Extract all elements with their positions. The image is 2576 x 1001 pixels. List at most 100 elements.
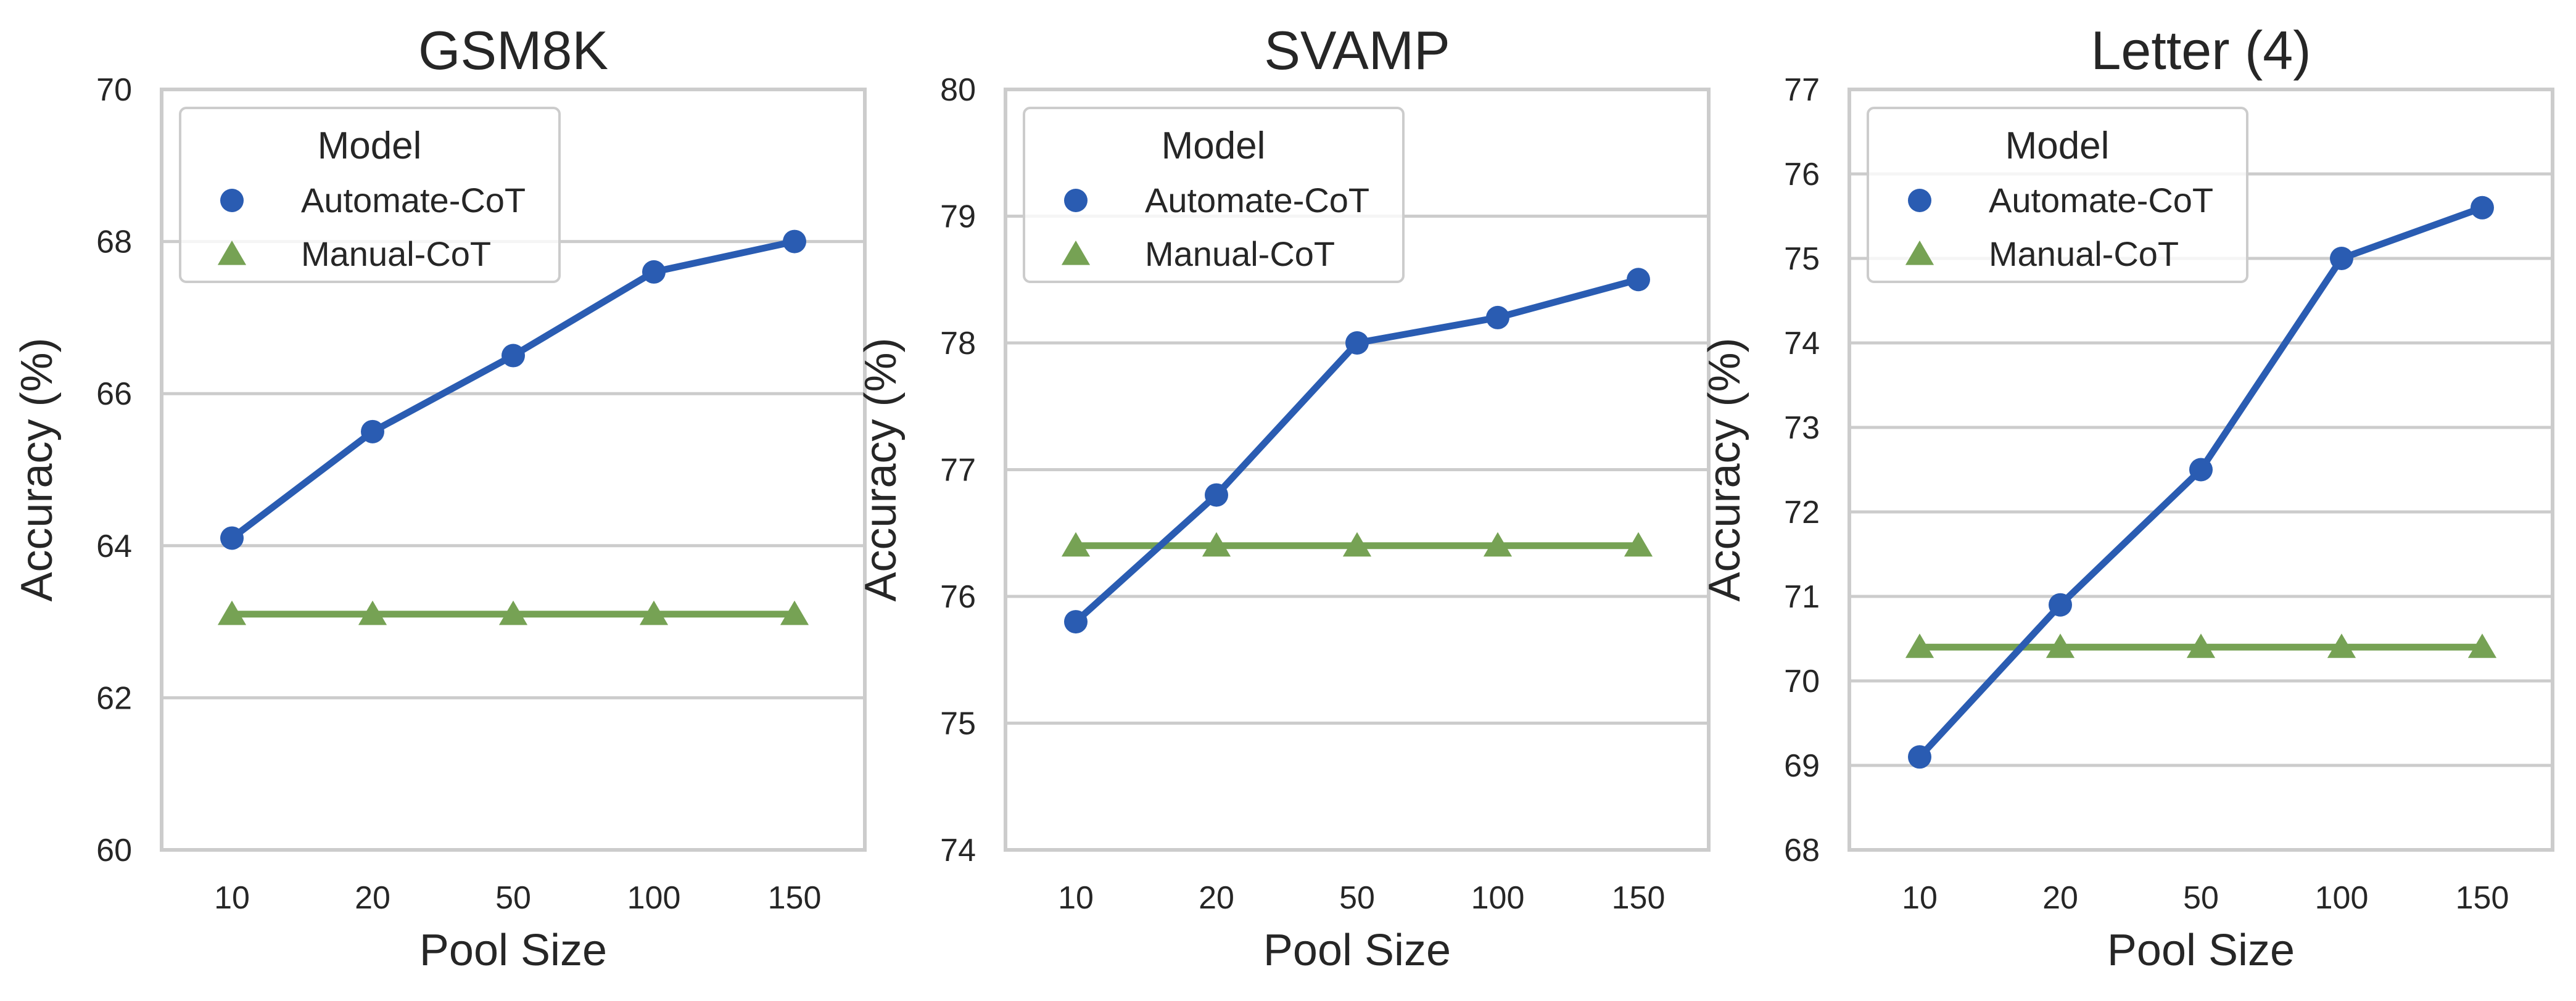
data-point-automate-cot bbox=[642, 260, 666, 284]
legend-label: Manual-CoT bbox=[1145, 234, 1335, 273]
series-line-automate-cot bbox=[1916, 204, 2486, 760]
data-point-manual-cot bbox=[780, 600, 809, 625]
legend-label: Automate-CoT bbox=[301, 181, 526, 220]
legend: Model Automate-CoT Manual-CoT bbox=[1867, 107, 2248, 283]
data-point-automate-cot bbox=[783, 229, 806, 253]
data-point-manual-cot bbox=[639, 600, 669, 625]
x-tick-label: 50 bbox=[2183, 880, 2219, 916]
y-tick-label: 72 bbox=[1784, 495, 1820, 530]
x-tick-label: 20 bbox=[1199, 880, 1234, 916]
data-point-manual-cot bbox=[1342, 532, 1372, 557]
x-tick-label: 150 bbox=[768, 880, 822, 916]
x-tick-label: 10 bbox=[214, 880, 250, 916]
data-point-manual-cot bbox=[1905, 633, 1934, 658]
chart-panel-3: 68 69 70 71 72 73 74 75 76 77 10 20 50 100 150 Letter (… bbox=[1700, 20, 2554, 975]
data-point-manual-cot bbox=[1483, 532, 1513, 557]
data-point-manual-cot bbox=[1061, 532, 1091, 557]
x-tick-label: 10 bbox=[1058, 880, 1094, 916]
legend-title: Model bbox=[2005, 125, 2110, 167]
y-tick-label: 78 bbox=[940, 326, 976, 361]
y-tick-label: 60 bbox=[96, 833, 132, 868]
series-line-automate-cot bbox=[228, 238, 798, 542]
data-point-manual-cot bbox=[1624, 532, 1653, 557]
data-point-automate-cot bbox=[361, 419, 384, 443]
data-point-automate-cot bbox=[1908, 745, 1931, 769]
y-tick-label: 70 bbox=[1784, 664, 1820, 699]
y-tick-label: 77 bbox=[1784, 72, 1820, 108]
y-tick-label: 74 bbox=[940, 833, 976, 868]
legend-label: Automate-CoT bbox=[1145, 181, 1369, 220]
y-tick-label: 76 bbox=[940, 579, 976, 615]
legend-title: Model bbox=[1162, 125, 1266, 167]
legend-marker-automate-cot bbox=[1908, 189, 1931, 212]
chart-panel-1: 60 62 64 66 68 70 10 20 50 100 150 GSM8K Pool Size Ac… bbox=[12, 20, 867, 975]
y-tick-label: 73 bbox=[1784, 410, 1820, 446]
data-point-automate-cot bbox=[2330, 247, 2353, 270]
legend-label: Manual-CoT bbox=[301, 234, 491, 273]
x-axis-label: Pool Size bbox=[2107, 926, 2295, 975]
data-point-automate-cot bbox=[1064, 610, 1088, 634]
y-axis-label: Accuracy (%) bbox=[1700, 337, 1749, 601]
y-tick-label: 64 bbox=[96, 529, 132, 564]
data-point-manual-cot bbox=[2186, 633, 2216, 658]
plot-frame bbox=[1847, 88, 2554, 852]
data-point-manual-cot bbox=[358, 600, 387, 625]
data-point-automate-cot bbox=[1486, 305, 1509, 329]
legend-box bbox=[1867, 107, 2248, 283]
chart-title: SVAMP bbox=[1264, 20, 1450, 81]
y-tick-label: 79 bbox=[940, 199, 976, 235]
x-tick-label: 100 bbox=[2315, 880, 2369, 916]
y-tick-label: 76 bbox=[1784, 157, 1820, 192]
data-point-automate-cot bbox=[2471, 196, 2494, 220]
data-point-manual-cot bbox=[1202, 532, 1231, 557]
plot-frame bbox=[160, 88, 867, 852]
x-axis-label: Pool Size bbox=[419, 926, 607, 975]
legend-title: Model bbox=[318, 125, 422, 167]
x-tick-label: 100 bbox=[627, 880, 681, 916]
y-tick-label: 69 bbox=[1784, 748, 1820, 784]
y-tick-label: 66 bbox=[96, 376, 132, 412]
data-point-manual-cot bbox=[2327, 633, 2356, 658]
legend-box bbox=[179, 107, 561, 283]
x-tick-label: 50 bbox=[1339, 880, 1375, 916]
y-tick-label: 75 bbox=[940, 706, 976, 742]
legend-marker-automate-cot bbox=[1064, 189, 1088, 212]
x-tick-label: 10 bbox=[1902, 880, 1938, 916]
x-tick-label: 150 bbox=[2456, 880, 2509, 916]
data-point-manual-cot bbox=[2467, 633, 2497, 658]
x-tick-label: 150 bbox=[1612, 880, 1666, 916]
legend: Model Automate-CoT Manual-CoT bbox=[1023, 107, 1405, 283]
y-tick-label: 75 bbox=[1784, 241, 1820, 277]
legend-marker-manual-cot bbox=[1061, 241, 1091, 265]
legend-box bbox=[1023, 107, 1405, 283]
data-point-automate-cot bbox=[220, 526, 244, 550]
series-line-automate-cot bbox=[1072, 276, 1642, 625]
y-tick-label: 80 bbox=[940, 72, 976, 108]
data-point-manual-cot bbox=[217, 600, 247, 625]
data-point-automate-cot bbox=[1205, 483, 1228, 507]
y-tick-label: 74 bbox=[1784, 326, 1820, 361]
data-point-manual-cot bbox=[498, 600, 528, 625]
x-axis-label: Pool Size bbox=[1263, 926, 1451, 975]
x-tick-label: 50 bbox=[495, 880, 531, 916]
legend: Model Automate-CoT Manual-CoT bbox=[179, 107, 561, 283]
data-point-manual-cot bbox=[2046, 633, 2075, 658]
y-tick-label: 68 bbox=[96, 225, 132, 260]
legend-label: Automate-CoT bbox=[1989, 181, 2213, 220]
data-point-automate-cot bbox=[502, 344, 525, 368]
chart-title: Letter (4) bbox=[2091, 20, 2311, 81]
legend-label: Manual-CoT bbox=[1989, 234, 2179, 273]
x-tick-label: 100 bbox=[1471, 880, 1525, 916]
y-axis-label: Accuracy (%) bbox=[856, 337, 906, 601]
y-axis-label: Accuracy (%) bbox=[12, 337, 62, 601]
data-point-automate-cot bbox=[2049, 593, 2072, 617]
legend-marker-manual-cot bbox=[1905, 241, 1934, 265]
chart-title: GSM8K bbox=[418, 20, 608, 81]
x-tick-label: 20 bbox=[355, 880, 390, 916]
chart-panel-2: 74 75 76 77 78 79 80 10 20 50 100 150 SVAMP Pool Size… bbox=[856, 20, 1711, 975]
data-point-automate-cot bbox=[1627, 268, 1650, 292]
plot-frame bbox=[1004, 88, 1711, 852]
y-tick-label: 62 bbox=[96, 680, 132, 716]
y-tick-label: 71 bbox=[1784, 579, 1820, 615]
